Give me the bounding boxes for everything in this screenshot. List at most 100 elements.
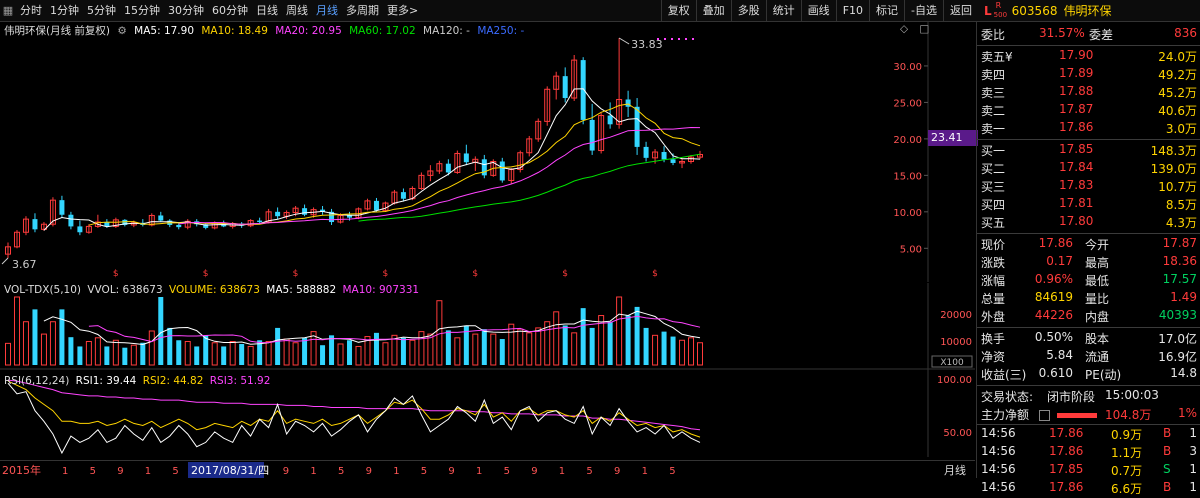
volume-bar [85, 341, 92, 366]
candle-body [661, 152, 667, 160]
candle-body [481, 159, 487, 176]
volume-bar [59, 309, 65, 365]
purple-dot-marker [657, 38, 659, 40]
volume-bar [553, 311, 560, 366]
tick-side: B [1163, 426, 1172, 440]
volume-bar [140, 342, 146, 365]
period-tab-9[interactable]: 多周期 [346, 4, 379, 17]
buy-price: 17.81 [1059, 196, 1094, 210]
kline-chart[interactable]: 30.00 25.00 20.00 15.00 10.00 5.00 33.83 3.67 $ $… [0, 22, 975, 282]
period-tab-1[interactable]: 1分钟 [50, 4, 79, 17]
quote-panel: 委比 31.57% 委差 836 卖五¥ 17.90 24.0万 卖四 17.89 49.2万 卖三… [976, 22, 1200, 496]
axis-tick-label: 1 [393, 466, 399, 477]
axis-tick-label: 1 [310, 466, 316, 477]
candle-body [364, 200, 371, 210]
candle-body [184, 220, 191, 228]
diamond-icon[interactable]: ◇ [900, 23, 909, 35]
volume-bar [211, 342, 218, 366]
vol-ytick-label: 20000 [940, 310, 972, 321]
stat-value: 17.86 [1038, 236, 1073, 250]
main-force-checkbox[interactable] [1039, 410, 1050, 421]
low-marker-line [1, 257, 9, 265]
toolbar-button-2[interactable]: 多股 [730, 0, 766, 21]
buy-label: 买一 [981, 144, 1006, 158]
toolbar-button-3[interactable]: 统计 [765, 0, 801, 21]
candle-body [265, 211, 272, 223]
period-tab-10[interactable]: 更多> [387, 4, 419, 17]
period-tab-6[interactable]: 日线 [256, 4, 278, 17]
period-tab-2[interactable]: 5分钟 [87, 4, 116, 17]
stat2-value: 16.9亿 [1158, 350, 1197, 364]
stat-value: 84619 [1034, 290, 1073, 304]
candle-body [625, 99, 631, 107]
tick-price: 17.86 [1049, 426, 1084, 440]
period-tab-5[interactable]: 60分钟 [212, 4, 248, 17]
axis-tick-label: 5 [338, 466, 344, 477]
candle-body [607, 115, 613, 125]
period-tab-3[interactable]: 15分钟 [124, 4, 160, 17]
tick-price: 17.85 [1049, 462, 1084, 476]
stat-value: 44226 [1034, 308, 1073, 322]
toolbar: ▦ 分时 1分钟 5分钟 15分钟 30分钟 60分钟 日线 周线 月线 多周期 更多> 复权 叠加多… [0, 0, 1200, 22]
toolbar-button-6[interactable]: 标记 [869, 0, 904, 21]
axis-year-label: 2015年 [2, 463, 41, 477]
sell-price: 17.90 [1059, 48, 1094, 62]
candle-body [373, 200, 379, 211]
divider [977, 45, 1200, 46]
stat-label: 外盘 [981, 310, 1006, 324]
toolbar-button-0[interactable]: 复权 [660, 0, 696, 21]
volume-bar [122, 347, 128, 365]
vol-ma5-label: MA5: 588882 [266, 284, 337, 296]
settings-icon[interactable]: ⚙ [117, 25, 127, 37]
stat-row-4: 外盘 44226 内盘 40393 [977, 308, 1200, 326]
stat2-row-1: 净资 5.84 流通 16.9亿 [977, 348, 1200, 366]
stat2-label: 流通 [1085, 350, 1110, 364]
grid-icon[interactable]: ▦ [2, 4, 14, 17]
candle-body [616, 98, 623, 125]
tick-time: 14:56 [981, 444, 1016, 458]
ma20-line [178, 126, 701, 225]
volume-bar [94, 337, 101, 366]
toolbar-button-5[interactable]: F10 [835, 0, 869, 21]
candle-body [203, 224, 209, 228]
stat2-value: 5.84 [1046, 348, 1073, 362]
indicator-panels[interactable]: 20000 10000 X100 100.00 50.00 VOL-TDX(5,10) … [0, 283, 975, 457]
main-force-value: 104.8万 [1105, 408, 1152, 422]
volume-bar [176, 340, 182, 365]
sell-row-2: 卖三 17.88 45.2万 [977, 84, 1200, 102]
volume-bar [508, 323, 515, 366]
volume-label: VOLUME: 638673 [168, 284, 260, 296]
period-tab-8[interactable]: 月线 [316, 4, 338, 17]
tool-buttons: 复权 叠加 多股 统计 画线 F10 标记 -自选 返回 [660, 0, 978, 21]
toolbar-button-8[interactable]: 返回 [943, 0, 978, 21]
period-tab-4[interactable]: 30分钟 [168, 4, 204, 17]
kline-panel[interactable]: 30.00 25.00 20.00 15.00 10.00 5.00 33.83 3.67 $ $… [0, 22, 978, 282]
indicator-chart[interactable]: 20000 10000 X100 100.00 50.00 [0, 283, 975, 457]
axis-tick-label: 9 [366, 466, 372, 477]
main-ytick-label: 30.00 [893, 62, 922, 73]
sell-price: 17.89 [1059, 66, 1094, 80]
purple-dot-marker [692, 38, 694, 40]
divider [977, 233, 1200, 234]
tick-row-2: 14:56 17.85 0.7万 S 1 [977, 462, 1200, 480]
buy-price: 17.83 [1059, 178, 1094, 192]
toolbar-button-7[interactable]: -自选 [904, 0, 943, 21]
sell-price: 17.88 [1059, 84, 1094, 98]
trade-status-row: 交易状态: 闭市阶段 15:00:03 [977, 388, 1200, 406]
toolbar-button-1[interactable]: 叠加 [695, 0, 731, 21]
period-tab-7[interactable]: 周线 [286, 4, 308, 17]
square-icon[interactable]: □ [919, 23, 930, 35]
tick-side: B [1163, 480, 1172, 494]
volume-bar [661, 331, 667, 365]
candle-body [13, 231, 20, 248]
period-tab-0[interactable]: 分时 [20, 4, 42, 17]
stat-label: 涨幅 [981, 274, 1006, 288]
stat-row-0: 现价 17.86 今开 17.87 [977, 236, 1200, 254]
volume-bar [364, 336, 371, 366]
volume-bar [265, 341, 272, 366]
divider [977, 385, 1200, 386]
candle-body [292, 207, 299, 214]
volume-bar [68, 337, 74, 365]
toolbar-button-4[interactable]: 画线 [800, 0, 836, 21]
axis-tick-label: 5 [90, 466, 96, 477]
